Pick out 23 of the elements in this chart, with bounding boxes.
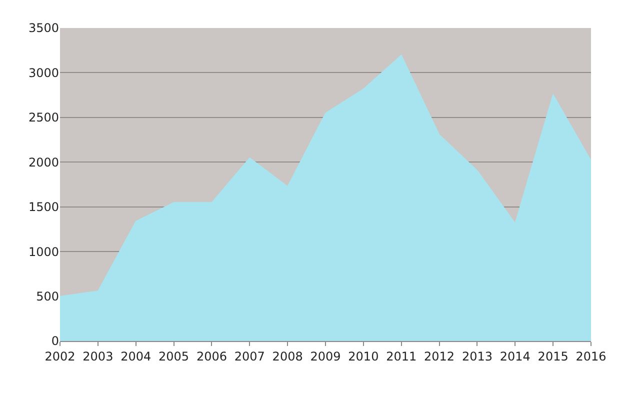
x-tick-label: 2011 [386, 349, 417, 364]
x-tick-label: 2006 [196, 349, 227, 364]
y-tick-label: 2500 [28, 110, 59, 125]
x-tick-label: 2012 [424, 349, 455, 364]
x-tick-label: 2004 [120, 349, 152, 364]
y-tick-label: 2000 [28, 155, 59, 170]
x-tick-label: 2016 [576, 349, 606, 364]
x-tick-label: 2003 [82, 349, 114, 364]
y-tick-label: 3500 [28, 21, 59, 36]
y-tick-label: 3000 [28, 66, 59, 80]
x-tick-label: 2007 [234, 349, 265, 364]
x-tick-label: 2009 [310, 349, 341, 364]
x-tick-label: 2010 [348, 349, 379, 364]
x-tick-label: 2015 [538, 349, 568, 364]
y-tick-label: 500 [36, 289, 59, 304]
x-tick-label: 2008 [272, 349, 303, 364]
x-tick-label: 2002 [44, 349, 76, 364]
y-tick-label: 1500 [28, 200, 59, 214]
x-tick-label: 2013 [462, 349, 492, 364]
y-tick-label: 0 [51, 334, 59, 348]
x-tick-label: 2005 [158, 349, 190, 364]
x-tick-label: 2014 [500, 349, 530, 364]
y-tick-label: 1000 [28, 244, 59, 259]
